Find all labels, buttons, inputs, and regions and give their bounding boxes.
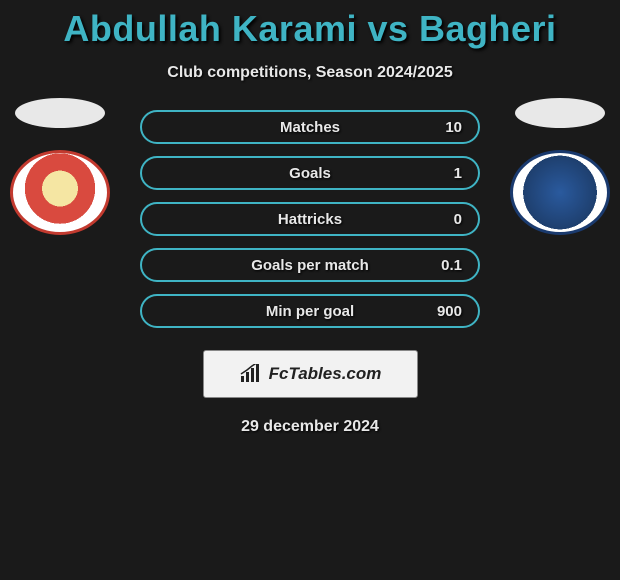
player-right-club-badge: [510, 150, 610, 235]
stat-right-value: 0: [454, 211, 462, 228]
page-title: Abdullah Karami vs Bagheri: [0, 0, 620, 50]
stat-row-min-per-goal: Min per goal 900: [140, 294, 480, 328]
stat-right-value: 0.1: [441, 257, 462, 274]
stat-row-goals-per-match: Goals per match 0.1: [140, 248, 480, 282]
stat-row-hattricks: Hattricks 0: [140, 202, 480, 236]
stat-label: Matches: [280, 119, 340, 136]
date-text: 29 december 2024: [0, 418, 620, 436]
stat-label: Hattricks: [278, 211, 342, 228]
player-left-column: [0, 98, 120, 235]
stat-row-matches: Matches 10: [140, 110, 480, 144]
player-right-avatar-placeholder: [515, 98, 605, 128]
stat-right-value: 1: [454, 165, 462, 182]
subtitle: Club competitions, Season 2024/2025: [0, 64, 620, 82]
stat-label: Min per goal: [266, 303, 354, 320]
stat-label: Goals per match: [251, 257, 369, 274]
player-right-column: [500, 98, 620, 235]
stats-list: Matches 10 Goals 1 Hattricks 0 Goals per…: [140, 110, 480, 328]
player-left-club-badge: [10, 150, 110, 235]
stat-right-value: 900: [437, 303, 462, 320]
player-left-avatar-placeholder: [15, 98, 105, 128]
stat-right-value: 10: [445, 119, 462, 136]
stat-label: Goals: [289, 165, 331, 182]
brand-text: FcTables.com: [269, 364, 382, 384]
brand-watermark: FcTables.com: [203, 350, 418, 398]
stat-row-goals: Goals 1: [140, 156, 480, 190]
chart-icon: [239, 364, 263, 384]
comparison-panel: Matches 10 Goals 1 Hattricks 0 Goals per…: [0, 110, 620, 436]
